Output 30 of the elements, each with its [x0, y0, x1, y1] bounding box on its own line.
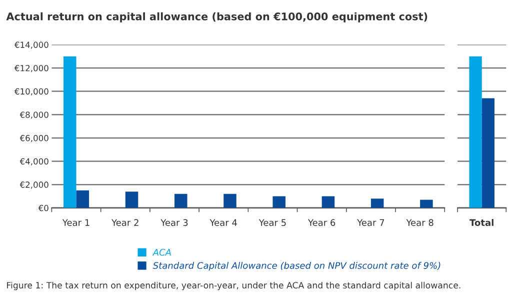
x-tick-label: Year 7	[357, 219, 384, 226]
y-tick-label: €2,000	[20, 182, 48, 189]
x-tick-label: Year 8	[406, 219, 434, 226]
y-tick-label: €14,000	[14, 42, 48, 49]
x-tick-label: Year 3	[160, 219, 188, 226]
chart-title: Actual return on capital allowance (based on €100,000 equipment cost)	[6, 12, 428, 22]
y-tick-label: €6,000	[20, 134, 48, 142]
y-tick-label: €0	[38, 204, 48, 212]
x-tick-label: Total	[470, 219, 494, 226]
bar	[125, 192, 138, 208]
bar	[63, 56, 76, 208]
y-tick-label: €12,000	[14, 64, 48, 72]
caption: Figure 1: The tax return on expenditure, year-on-year, under the ACA and the standard capital allowance.	[7, 282, 460, 290]
bar	[420, 200, 433, 208]
bar	[224, 194, 236, 208]
bar	[174, 194, 188, 208]
legend-label: Standard Capital Allowance (based on NPV discount rate of 9%)	[152, 262, 440, 271]
x-tick-label: Year 6	[308, 219, 336, 226]
bar	[272, 196, 286, 208]
bar	[322, 196, 335, 208]
legend-label: ACA	[152, 248, 171, 256]
x-tick-label: Year 2	[111, 219, 138, 226]
bar	[370, 198, 384, 208]
x-tick-label: Year 4	[210, 219, 237, 226]
bar	[76, 190, 90, 208]
x-tick-label: Year 5	[258, 219, 286, 226]
y-tick-label: €4,000	[20, 158, 48, 166]
x-tick-label: Year 1	[62, 219, 90, 226]
y-tick-label: €8,000	[20, 112, 48, 119]
y-tick-label: €10,000	[14, 88, 48, 96]
